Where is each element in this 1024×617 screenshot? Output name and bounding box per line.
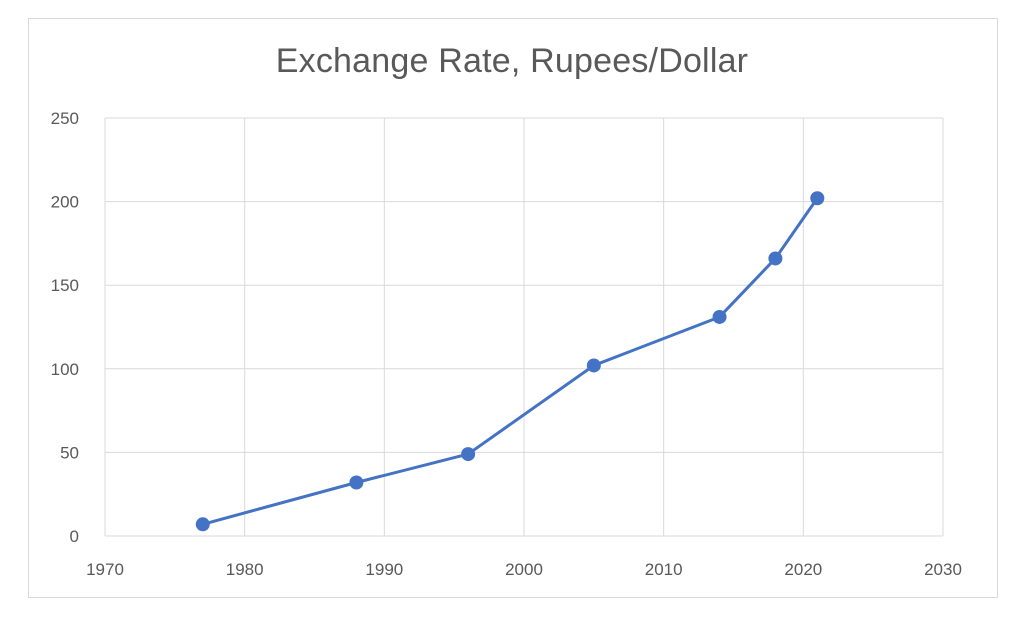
data-point <box>768 251 783 266</box>
series-points <box>195 191 825 532</box>
x-tick-label: 2020 <box>784 560 822 579</box>
x-tick-label: 2000 <box>505 560 543 579</box>
x-tick-label: 1990 <box>365 560 403 579</box>
vertical-gridlines <box>104 118 944 536</box>
y-tick-label: 0 <box>70 527 79 546</box>
chart-title: Exchange Rate, Rupees/Dollar <box>275 42 749 80</box>
series-lines <box>202 197 819 526</box>
chart-frame <box>28 18 998 598</box>
y-axis-tick-labels: 0 50 100 150 200 250 <box>51 109 79 546</box>
y-tick-label: 150 <box>51 276 79 295</box>
y-tick-label: 200 <box>51 193 79 212</box>
data-point <box>586 358 601 373</box>
series-line <box>202 197 819 526</box>
horizontal-gridlines <box>105 117 943 537</box>
data-point <box>461 447 476 462</box>
x-axis-tick-labels: 1970 1980 1990 2000 2010 2020 2030 <box>86 560 962 579</box>
y-tick-label: 50 <box>60 443 79 462</box>
data-point <box>195 517 210 532</box>
y-tick-label: 100 <box>51 360 79 379</box>
x-tick-label: 2030 <box>924 560 962 579</box>
data-point <box>349 475 364 490</box>
x-tick-label: 1980 <box>226 560 264 579</box>
y-tick-label: 250 <box>51 109 79 128</box>
data-point <box>712 309 727 324</box>
data-point <box>810 191 825 206</box>
x-tick-label: 1970 <box>86 560 124 579</box>
x-tick-label: 2010 <box>645 560 683 579</box>
